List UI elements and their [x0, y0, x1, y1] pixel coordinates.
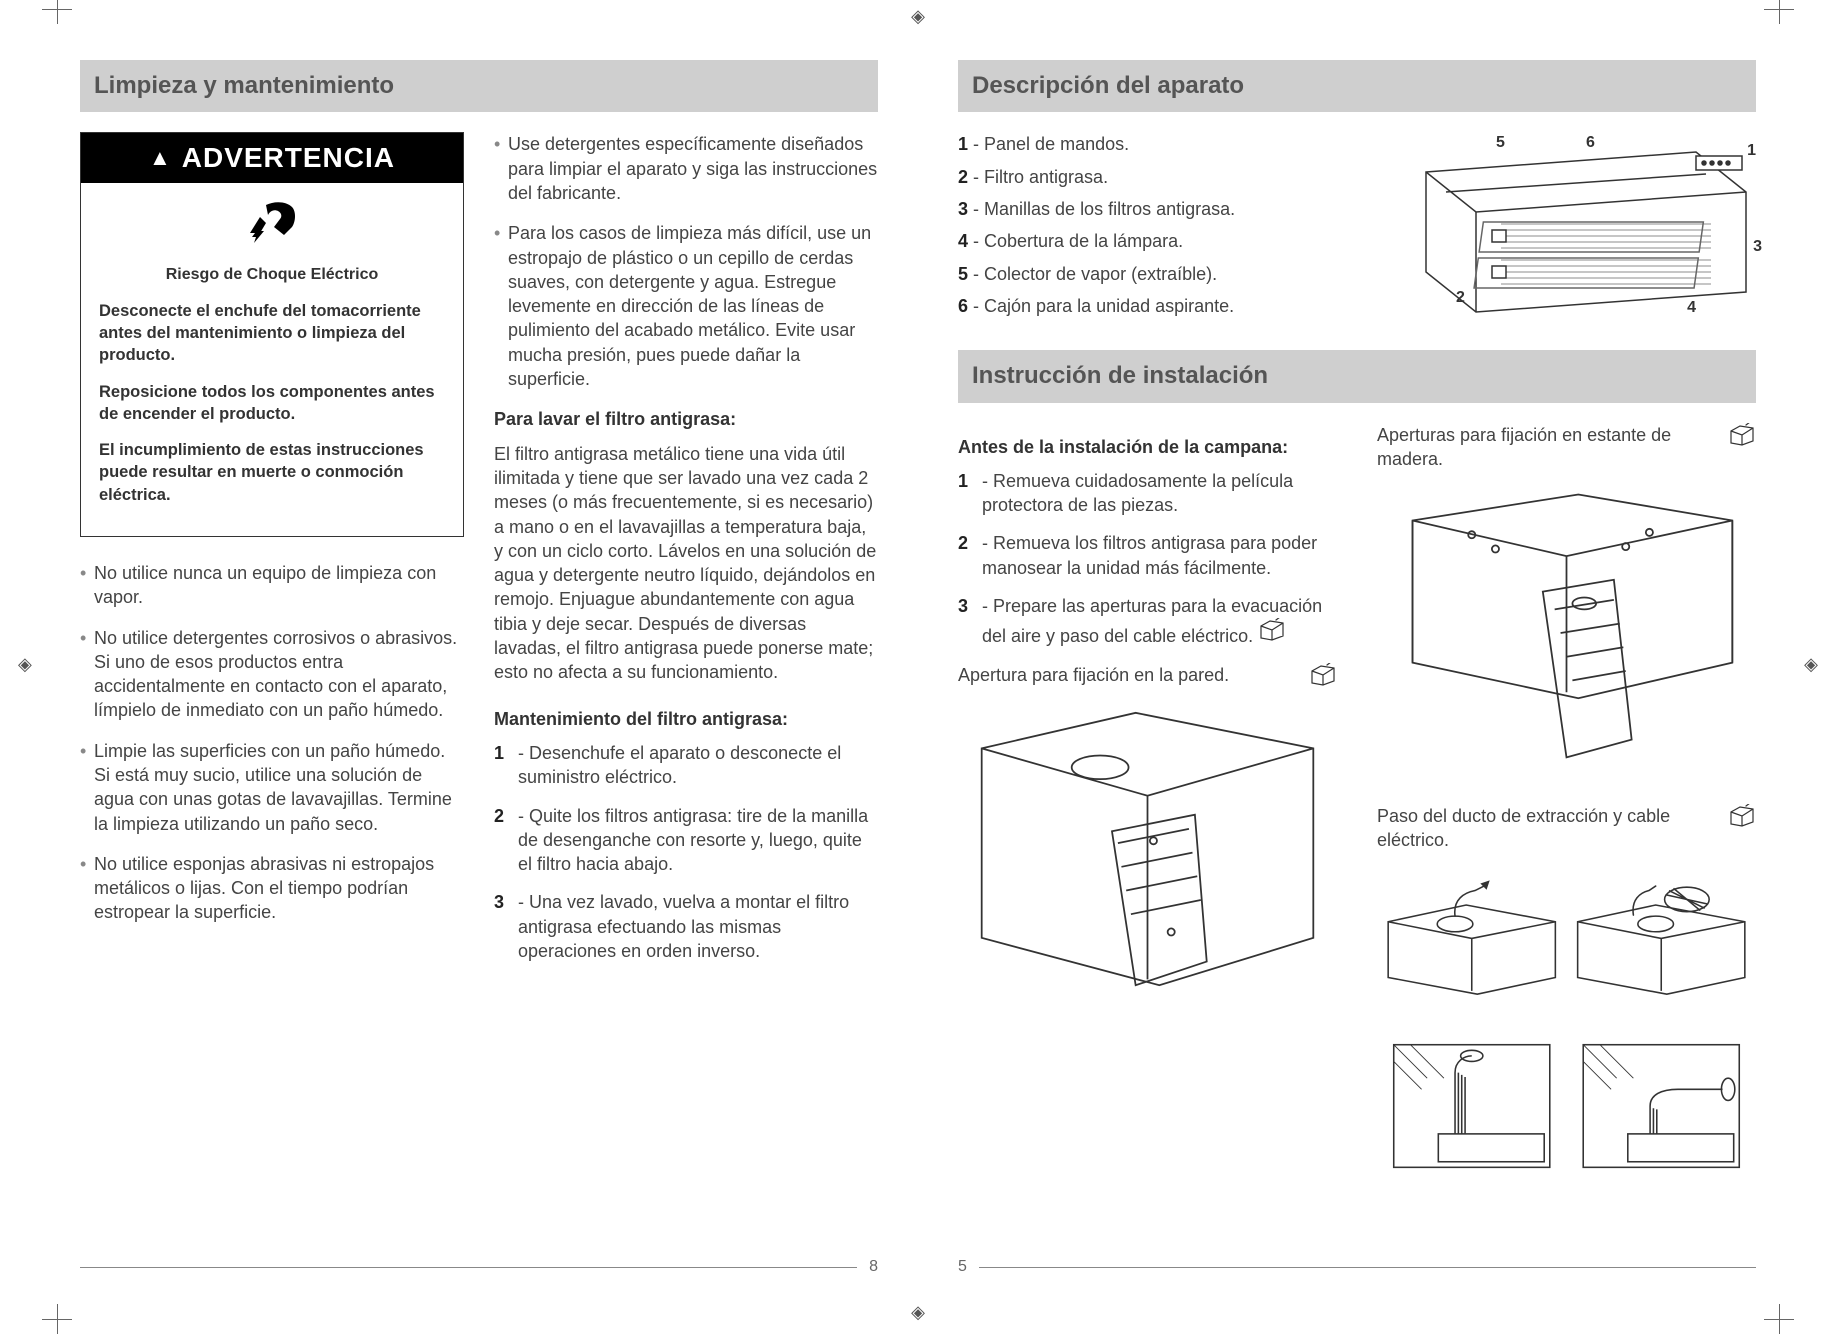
warning-para: Desconecte el enchufe del tomacorriente …	[99, 300, 445, 367]
crop-mark	[42, 0, 72, 24]
left-column: ▲ ADVERTENCIA Riesgo de Choque Eléctrico…	[80, 132, 464, 977]
hood-diagram: 5 6 1 3 4 2	[1396, 132, 1756, 322]
crop-mark	[42, 1304, 72, 1334]
desc-item: 1 - Panel de mandos.	[958, 132, 1376, 156]
callout-4: 4	[1687, 297, 1696, 319]
section-title-install: Instrucción de instalación	[958, 350, 1756, 402]
callout-3: 3	[1753, 236, 1762, 258]
warning-body: Desconecte el enchufe del tomacorriente …	[81, 300, 463, 536]
page-right: Descripción del aparato 1 - Panel de man…	[958, 60, 1756, 1278]
warning-box: ▲ ADVERTENCIA Riesgo de Choque Eléctrico…	[80, 132, 464, 537]
duct-label: Paso del ducto de extracción y cable elé…	[1377, 804, 1756, 853]
bullet-list-right: Use detergentes específicamente diseñado…	[494, 132, 878, 391]
subhead-wash-filter: Para lavar el filtro antigrasa:	[494, 407, 878, 431]
duct-side-figure	[1377, 1028, 1756, 1184]
callout-5: 5	[1496, 132, 1505, 154]
warning-word: ADVERTENCIA	[182, 139, 395, 177]
list-item: 1 - Desenchufe el aparato o desconecte e…	[494, 741, 878, 790]
shelf-mount-figure	[1377, 485, 1756, 781]
two-column-layout: ▲ ADVERTENCIA Riesgo de Choque Eléctrico…	[80, 132, 878, 977]
step-text: Una vez lavado, vuelva a montar el filtr…	[518, 892, 849, 961]
page-number: 8	[869, 1256, 878, 1278]
bullet-item: No utilice esponjas abrasivas ni estropa…	[80, 852, 464, 925]
warning-triangle-icon: ▲	[149, 143, 172, 173]
maint-steps: 1 - Desenchufe el aparato o desconecte e…	[494, 741, 878, 963]
label-text: Apertura para fijación en la pared.	[958, 663, 1299, 687]
shock-icon	[81, 183, 463, 260]
bullet-item: Limpie las superficies con un paño húmed…	[80, 739, 464, 836]
cabinet-icon	[1309, 663, 1337, 687]
duct-top-figure	[1377, 866, 1756, 1000]
desc-item: 3 - Manillas de los filtros antigrasa.	[958, 197, 1376, 221]
desc-item: 6 - Cajón para la unidad aspirante.	[958, 294, 1376, 318]
crop-mark	[1764, 0, 1794, 24]
registration-mark: ◈	[911, 1300, 925, 1324]
list-item: 3 - Prepare las aperturas para la evacua…	[958, 594, 1337, 649]
list-item: 2 - Quite los filtros antigrasa: tire de…	[494, 804, 878, 877]
install-grid: Antes de la instalación de la campana: 1…	[958, 423, 1756, 1207]
install-col-left: Antes de la instalación de la campana: 1…	[958, 423, 1337, 1207]
registration-mark: ◈	[911, 4, 925, 28]
wall-opening-label: Apertura para fijación en la pared.	[958, 663, 1337, 687]
crop-mark	[1764, 1304, 1794, 1334]
before-install-title: Antes de la instalación de la campana:	[958, 435, 1337, 459]
bullet-item: No utilice detergentes corrosivos o abra…	[80, 626, 464, 723]
step-text: Remueva cuidadosamente la película prote…	[982, 471, 1293, 515]
page-footer-right: 5	[958, 1248, 1756, 1278]
callout-2: 2	[1456, 287, 1465, 309]
cabinet-icon	[1728, 423, 1756, 447]
right-column: Use detergentes específicamente diseñado…	[494, 132, 878, 977]
step-text: Desenchufe el aparato o desconecte el su…	[518, 743, 841, 787]
footer-rule	[80, 1267, 857, 1268]
bullet-item: No utilice nunca un equipo de limpieza c…	[80, 561, 464, 610]
wall-mount-figure	[958, 701, 1337, 1021]
desc-item: 2 - Filtro antigrasa.	[958, 165, 1376, 189]
description-list: 1 - Panel de mandos. 2 - Filtro antigras…	[958, 132, 1376, 326]
list-item: 2 - Remueva los filtros antigrasa para p…	[958, 531, 1337, 580]
bullet-item: Use detergentes específicamente diseñado…	[494, 132, 878, 205]
warning-header: ▲ ADVERTENCIA	[81, 133, 463, 183]
registration-mark: ◈	[18, 652, 32, 676]
subhead-maint-filter: Mantenimiento del filtro antigrasa:	[494, 707, 878, 731]
warning-para: El incumplimiento de estas instrucciones…	[99, 439, 445, 506]
description-row: 1 - Panel de mandos. 2 - Filtro antigras…	[958, 132, 1756, 326]
list-item: 3 - Una vez lavado, vuelva a montar el f…	[494, 890, 878, 963]
install-col-right: Aperturas para fijación en estante de ma…	[1377, 423, 1756, 1207]
before-install-steps: 1 - Remueva cuidadosamente la película p…	[958, 469, 1337, 649]
warning-subtitle: Riesgo de Choque Eléctrico	[81, 260, 463, 300]
registration-mark: ◈	[1804, 652, 1818, 676]
cabinet-icon	[1728, 804, 1756, 828]
section-title-description: Descripción del aparato	[958, 60, 1756, 112]
step-text: Remueva los filtros antigrasa para poder…	[982, 533, 1317, 577]
shelf-opening-label: Aperturas para fijación en estante de ma…	[1377, 423, 1756, 472]
section-title-cleaning: Limpieza y mantenimiento	[80, 60, 878, 112]
callout-6: 6	[1586, 132, 1595, 154]
page-footer-left: 8	[80, 1248, 878, 1278]
callout-1: 1	[1747, 140, 1756, 162]
list-item: 1 - Remueva cuidadosamente la película p…	[958, 469, 1337, 518]
page-number: 5	[958, 1256, 967, 1278]
page-left: Limpieza y mantenimiento ▲ ADVERTENCIA	[80, 60, 878, 1278]
warning-para: Reposicione todos los componentes antes …	[99, 381, 445, 426]
step-text: Quite los filtros antigrasa: tire de la …	[518, 806, 868, 875]
footer-rule	[979, 1267, 1756, 1268]
cabinet-icon	[1258, 618, 1286, 642]
label-text: Paso del ducto de extracción y cable elé…	[1377, 804, 1718, 853]
desc-item: 5 - Colector de vapor (extraíble).	[958, 262, 1376, 286]
bullet-list-left: No utilice nunca un equipo de limpieza c…	[80, 561, 464, 925]
desc-item: 4 - Cobertura de la lámpara.	[958, 229, 1376, 253]
wash-filter-text: El filtro antigrasa metálico tiene una v…	[494, 442, 878, 685]
bullet-item: Para los casos de limpieza más difícil, …	[494, 221, 878, 391]
label-text: Aperturas para fijación en estante de ma…	[1377, 423, 1718, 472]
